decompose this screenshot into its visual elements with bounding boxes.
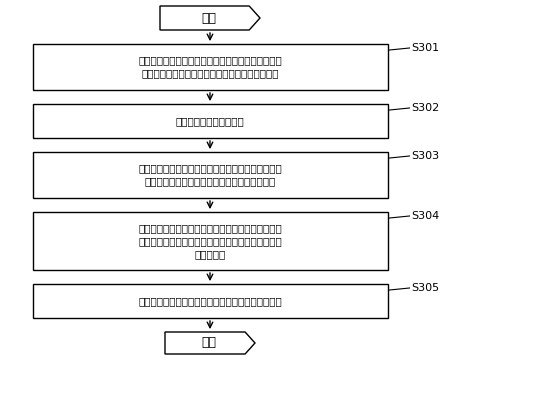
Bar [32, 104, 387, 138]
Text: 结束: 结束 [201, 336, 216, 349]
Bar [32, 212, 387, 270]
Polygon shape [160, 6, 260, 30]
Text: S301: S301 [411, 43, 440, 53]
Text: 开始: 开始 [201, 12, 216, 25]
Polygon shape [165, 332, 255, 354]
Text: 按照确定的所述操作方式对当前显示的内容进行操作: 按照确定的所述操作方式对当前显示的内容进行操作 [138, 296, 282, 306]
Text: 在接收到所述遥控器的遥控控制指令时，根据确定的
控制模式和所述遥控控制指令，确定对当前显示内容
的操作方式: 在接收到所述遥控器的遥控控制指令时，根据确定的 控制模式和所述遥控控制指令，确定… [138, 223, 282, 259]
Text: S303: S303 [411, 151, 440, 161]
Text: 接收所述遥控器的组合按键的按键操作命令，所述组
合按键包括遥控器上的机械按键和触摸按键的组合: 接收所述遥控器的组合按键的按键操作命令，所述组 合按键包括遥控器上的机械按键和触… [138, 56, 282, 79]
Bar [32, 44, 387, 90]
Text: 确定当前显示内容的类型: 确定当前显示内容的类型 [176, 116, 245, 126]
Bar [32, 152, 387, 198]
Text: 根据所述按键组合所对应的按键操作命令和确定的当
前显示内容的类型，确定遥控器当前的控制模式: 根据所述按键组合所对应的按键操作命令和确定的当 前显示内容的类型，确定遥控器当前… [138, 163, 282, 186]
Text: S304: S304 [411, 211, 440, 221]
Bar [32, 284, 387, 318]
Text: S305: S305 [411, 283, 440, 293]
Text: S302: S302 [411, 103, 440, 113]
